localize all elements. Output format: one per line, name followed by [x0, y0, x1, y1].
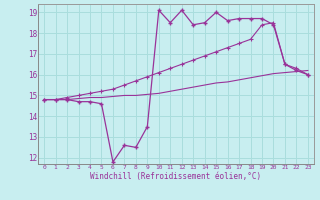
X-axis label: Windchill (Refroidissement éolien,°C): Windchill (Refroidissement éolien,°C) [91, 172, 261, 181]
